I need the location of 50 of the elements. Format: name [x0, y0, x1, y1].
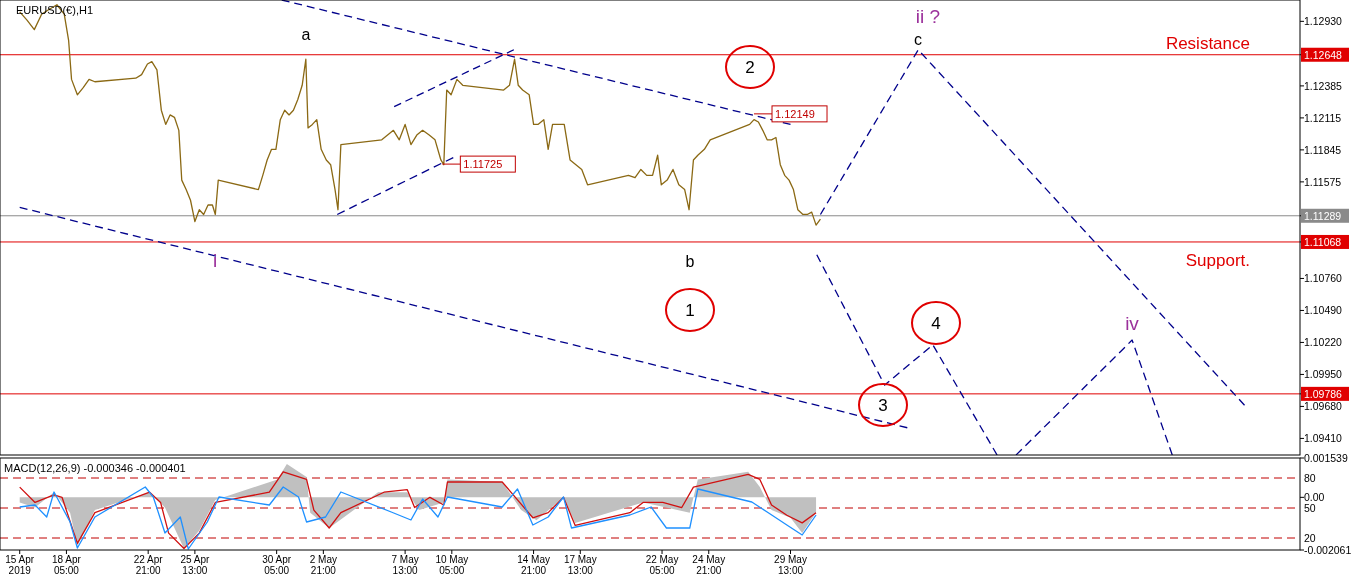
y-tick-label: 1.11845: [1304, 143, 1342, 156]
x-tick-label: 22 May 05:00: [645, 554, 679, 576]
y2-tick-label: 80: [1304, 472, 1316, 484]
annotation: a: [301, 26, 311, 43]
line-series: [816, 254, 998, 455]
y2-tick-label: 20: [1304, 532, 1316, 544]
y-tick-label: 1.10490: [1304, 304, 1343, 317]
x-tick-label: 29 May 13:00: [774, 554, 807, 576]
y-tick-label: 1.12648: [1304, 48, 1343, 61]
y-tick-label: 1.09950: [1304, 368, 1343, 381]
y-tick-label: 0.001539: [1304, 452, 1348, 464]
y-tick-label: 0.00: [1304, 491, 1325, 504]
x-tick-label: 14 May 21:00: [517, 554, 550, 576]
y2-tick-label: 50: [1304, 502, 1316, 514]
ref-line-label: Support.: [1185, 250, 1250, 270]
y-tick-label: 1.12930: [1304, 15, 1343, 28]
x-tick-label: 15 Apr 2019: [5, 554, 35, 576]
annotation: iv: [1125, 313, 1140, 334]
y-tick-label: 1.09680: [1304, 400, 1343, 413]
y-tick-label: -0.002061: [1304, 544, 1352, 556]
ref-line-label: Resistance: [1165, 33, 1250, 53]
annotation: c: [914, 31, 922, 48]
annotation: b: [685, 253, 695, 270]
x-tick-label: 17 May 13:00: [563, 554, 597, 576]
annotation: 4: [931, 314, 941, 333]
annotation: 1.12149: [775, 107, 815, 120]
y-tick-label: 1.09786: [1304, 387, 1343, 400]
y-tick-label: 1.11289: [1304, 209, 1342, 222]
annotation: 2: [745, 58, 755, 77]
annotation: 1: [685, 301, 695, 320]
x-tick-label: 2 May 21:00: [309, 554, 337, 576]
x-tick-label: 22 Apr 21:00: [133, 554, 164, 576]
y-tick-label: 1.12385: [1304, 79, 1343, 92]
y-tick-label: 1.10760: [1304, 272, 1343, 285]
y-tick-label: 1.10220: [1304, 336, 1343, 349]
annotation: 3: [878, 396, 888, 415]
x-tick-label: 10 May 05:00: [435, 554, 469, 576]
y-tick-label: 1.11068: [1304, 235, 1342, 248]
annotation: i: [212, 250, 218, 271]
x-tick-label: 25 Apr 13:00: [180, 554, 211, 576]
annotation: 1.11725: [463, 158, 503, 171]
x-tick-label: 18 Apr 05:00: [51, 554, 82, 576]
line-series: [19, 4, 822, 226]
y-tick-label: 1.09410: [1304, 432, 1343, 445]
x-tick-label: 7 May 13:00: [391, 554, 419, 576]
y-tick-label: 1.12115: [1304, 111, 1342, 124]
x-tick-label: 30 Apr 05:00: [262, 554, 292, 576]
x-tick-label: 24 May 21:00: [692, 554, 726, 576]
annotation: ii ?: [915, 6, 941, 27]
y-tick-label: 1.11575: [1304, 175, 1342, 188]
